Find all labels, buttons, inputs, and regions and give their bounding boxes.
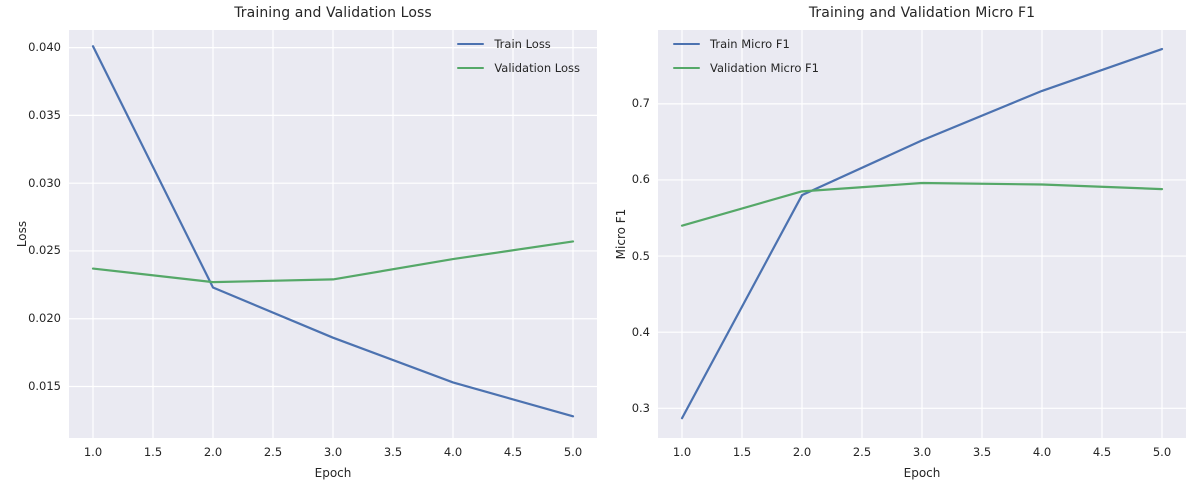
plot-area-micro-f1: Train Micro F1 Validation Micro F1 1.0 1.…	[632, 30, 1186, 459]
y-tick-label: 0.030	[28, 175, 61, 190]
x-tick-label: 4.5	[503, 445, 523, 459]
x-tick-label: 2.0	[792, 445, 812, 459]
y-tick-label: 0.020	[28, 311, 61, 326]
validation-loss-line-swatch	[457, 66, 485, 70]
x-axis-title-micro-f1: Epoch	[903, 466, 941, 480]
x-tick-label: 2.5	[852, 445, 872, 459]
y-tick-label: 0.7	[631, 96, 650, 111]
y-tick-label: 0.015	[28, 378, 61, 393]
y-tick-label: 0.3	[631, 400, 650, 415]
legend-label: Validation Micro F1	[710, 61, 819, 75]
legend-item: Validation Micro F1	[673, 61, 819, 75]
y-tick-label: 0.4	[631, 324, 650, 339]
x-tick-label: 3.5	[383, 445, 403, 459]
legend: Train Loss Validation Loss	[457, 37, 580, 75]
legend-label: Validation Loss	[494, 61, 580, 75]
y-tick-label: 0.6	[631, 172, 650, 187]
x-tick-label: 5.0	[1152, 445, 1172, 459]
x-tick-label: 4.0	[1032, 445, 1052, 459]
x-tick-label: 3.0	[323, 445, 343, 459]
x-axis-title-loss: Epoch	[314, 466, 352, 480]
legend: Train Micro F1 Validation Micro F1	[673, 37, 819, 75]
x-tick-label: 2.5	[263, 445, 283, 459]
validation-micro-f1-line-swatch	[673, 66, 700, 70]
y-tick-label: 0.5	[631, 248, 650, 263]
legend-label: Train Micro F1	[710, 37, 790, 51]
x-tick-label: 3.5	[972, 445, 992, 459]
y-tick-label: 0.035	[28, 107, 61, 122]
x-tick-label: 1.5	[143, 445, 163, 459]
legend-item: Train Loss	[457, 37, 580, 51]
y-tick-label: 0.025	[28, 243, 61, 258]
line-plot-svg	[69, 30, 597, 438]
x-tick-label: 5.0	[563, 445, 583, 459]
legend-label: Train Loss	[494, 37, 551, 51]
train-loss-line-swatch	[457, 42, 485, 46]
x-tick-label: 4.5	[1092, 445, 1112, 459]
x-tick-label: 1.5	[732, 445, 752, 459]
plot-area-loss: Train Loss Validation Loss 1.0 1.5 2.0 2.5 3…	[28, 30, 597, 459]
y-tick-label: 0.040	[28, 40, 61, 55]
x-tick-label: 4.0	[443, 445, 463, 459]
train-micro-f1-line-swatch	[673, 42, 700, 46]
line-plot-svg	[658, 30, 1186, 438]
chart-title-loss: Training and Validation Loss	[234, 5, 432, 21]
x-tick-label: 2.0	[203, 445, 223, 459]
x-tick-label: 1.0	[672, 445, 692, 459]
x-tick-label: 1.0	[83, 445, 103, 459]
chart-title-micro-f1: Training and Validation Micro F1	[808, 5, 1036, 21]
legend-item: Validation Loss	[457, 61, 580, 75]
legend-item: Train Micro F1	[673, 37, 819, 51]
x-tick-label: 3.0	[912, 445, 932, 459]
